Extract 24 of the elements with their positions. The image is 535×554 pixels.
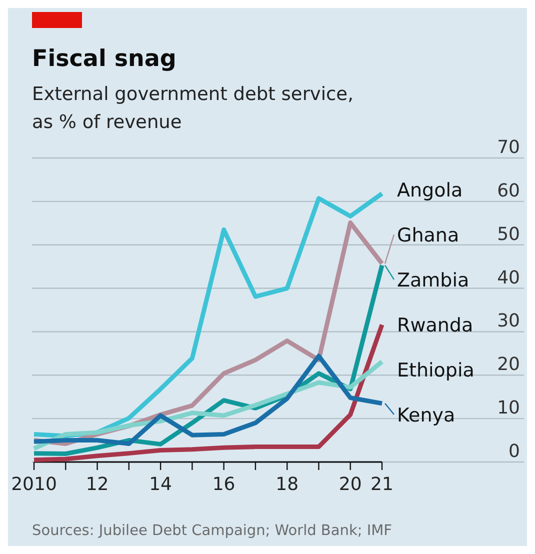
source-note: Sources: Jubilee Debt Campaign; World Bank; IMF bbox=[32, 523, 392, 539]
x-tick-label: 18 bbox=[276, 474, 299, 495]
x-tick-label: 20 bbox=[338, 474, 362, 495]
chart-title: Fiscal snag bbox=[32, 46, 176, 72]
legend-label: Zambia bbox=[397, 270, 470, 292]
y-tick-label: 70 bbox=[497, 137, 520, 158]
y-tick-label: 30 bbox=[497, 310, 520, 332]
legend-label: Kenya bbox=[397, 404, 456, 427]
y-tick-label: 10 bbox=[497, 398, 520, 419]
x-tick-label: 12 bbox=[86, 474, 109, 495]
series-label: Ethiopia bbox=[397, 360, 474, 382]
x-tick-label: 21 bbox=[370, 474, 394, 495]
y-tick-label: 60 bbox=[497, 180, 520, 202]
y-tick-label: 50 bbox=[497, 224, 520, 245]
series-label: Rwanda bbox=[397, 314, 474, 337]
y-tick-label: 0 bbox=[508, 441, 520, 462]
chart-subtitle: External government debt service, as % of revenue bbox=[32, 84, 354, 133]
x-tick-label: 16 bbox=[212, 474, 236, 495]
y-tick-label: 40 bbox=[497, 267, 520, 288]
x-tick-label: 2010 bbox=[11, 474, 57, 495]
series-label: Ghana bbox=[397, 224, 460, 247]
y-tick-label: 20 bbox=[497, 354, 520, 376]
x-tick-label: 14 bbox=[149, 474, 172, 495]
series-label: Angola bbox=[397, 180, 463, 202]
